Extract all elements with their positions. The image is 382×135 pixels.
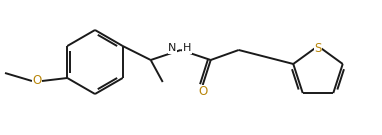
Text: S: S: [314, 43, 322, 55]
Text: O: O: [198, 85, 207, 99]
Text: O: O: [32, 75, 42, 87]
Text: N: N: [168, 43, 177, 53]
Text: H: H: [183, 43, 191, 53]
